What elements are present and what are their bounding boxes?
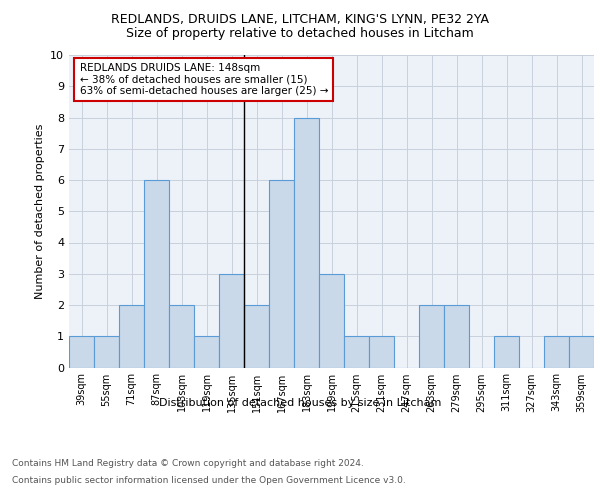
Text: Contains public sector information licensed under the Open Government Licence v3: Contains public sector information licen… xyxy=(12,476,406,485)
Text: Distribution of detached houses by size in Litcham: Distribution of detached houses by size … xyxy=(159,398,441,407)
Bar xyxy=(494,336,519,368)
Bar xyxy=(69,336,94,368)
Y-axis label: Number of detached properties: Number of detached properties xyxy=(35,124,44,299)
Bar xyxy=(244,305,269,368)
Bar xyxy=(319,274,344,368)
Bar xyxy=(419,305,444,368)
Text: REDLANDS DRUIDS LANE: 148sqm
← 38% of detached houses are smaller (15)
63% of se: REDLANDS DRUIDS LANE: 148sqm ← 38% of de… xyxy=(79,63,328,96)
Bar xyxy=(269,180,294,368)
Text: Contains HM Land Registry data © Crown copyright and database right 2024.: Contains HM Land Registry data © Crown c… xyxy=(12,458,364,468)
Bar xyxy=(544,336,569,368)
Bar xyxy=(569,336,594,368)
Bar xyxy=(344,336,369,368)
Text: Size of property relative to detached houses in Litcham: Size of property relative to detached ho… xyxy=(126,28,474,40)
Bar xyxy=(444,305,469,368)
Bar xyxy=(219,274,244,368)
Bar xyxy=(294,118,319,368)
Bar xyxy=(94,336,119,368)
Bar xyxy=(169,305,194,368)
Bar xyxy=(119,305,144,368)
Bar xyxy=(194,336,219,368)
Text: REDLANDS, DRUIDS LANE, LITCHAM, KING'S LYNN, PE32 2YA: REDLANDS, DRUIDS LANE, LITCHAM, KING'S L… xyxy=(111,12,489,26)
Bar xyxy=(369,336,394,368)
Bar xyxy=(144,180,169,368)
